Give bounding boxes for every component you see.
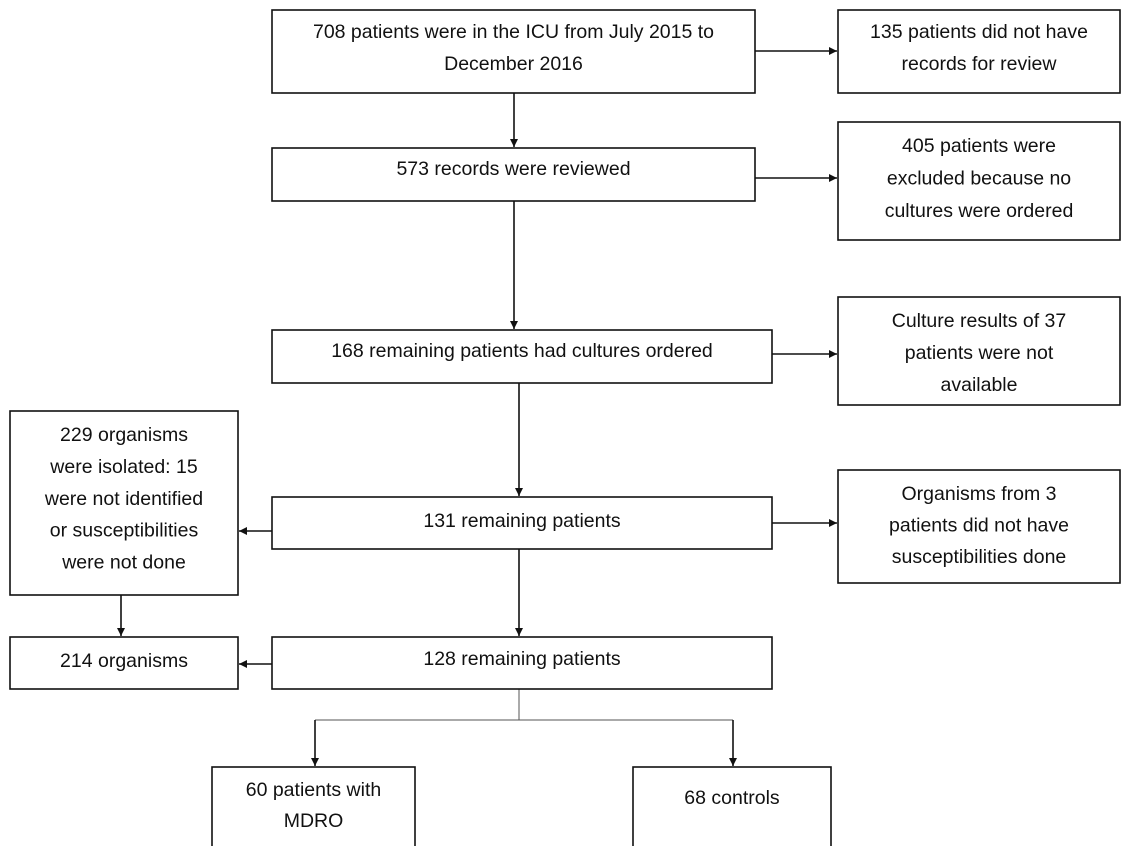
box-text: records for review	[902, 53, 1058, 75]
flow-box	[211, 766, 416, 846]
connectors	[117, 47, 837, 766]
flow-box	[9, 636, 239, 690]
box-text: available	[941, 374, 1018, 396]
box-text: patients were not	[905, 342, 1054, 364]
box-text: 708 patients were in the ICU from July 2…	[313, 21, 714, 43]
box-text: excluded because no	[887, 168, 1071, 190]
flow-box	[271, 636, 773, 690]
box-text: 60 patients with	[246, 779, 382, 801]
box-text: 128 remaining patients	[423, 648, 621, 670]
box-text: were not done	[61, 551, 186, 573]
box-text: or susceptibilities	[50, 520, 199, 542]
box-text: Culture results of 37	[892, 310, 1067, 332]
box-text: 214 organisms	[60, 650, 188, 672]
box-text: 68 controls	[684, 787, 780, 809]
box-text: MDRO	[284, 810, 344, 832]
box-text: patients did not have	[889, 515, 1069, 537]
box-text: Organisms from 3	[902, 483, 1057, 505]
flow-box	[271, 9, 756, 94]
box-text: cultures were ordered	[885, 200, 1074, 222]
box-text: 135 patients did not have	[870, 21, 1088, 43]
box-text: 405 patients were	[902, 135, 1056, 157]
flow-box	[837, 469, 1121, 584]
box-text: 573 records were reviewed	[396, 158, 630, 180]
box-text: 131 remaining patients	[423, 510, 621, 532]
flow-box	[632, 766, 832, 846]
flow-box	[837, 9, 1121, 94]
flow-box	[271, 496, 773, 550]
box-text: susceptibilities done	[892, 546, 1067, 568]
flow-box	[837, 121, 1121, 241]
box-text: were isolated: 15	[49, 456, 198, 478]
box-text: 168 remaining patients had cultures orde…	[331, 340, 713, 362]
flow-box	[271, 147, 756, 202]
box-text: were not identified	[44, 488, 203, 510]
flow-box	[837, 296, 1121, 406]
flow-box	[271, 329, 773, 384]
box-text: 229 organisms	[60, 424, 188, 446]
box-text: December 2016	[444, 53, 583, 75]
flow-box	[9, 410, 239, 596]
